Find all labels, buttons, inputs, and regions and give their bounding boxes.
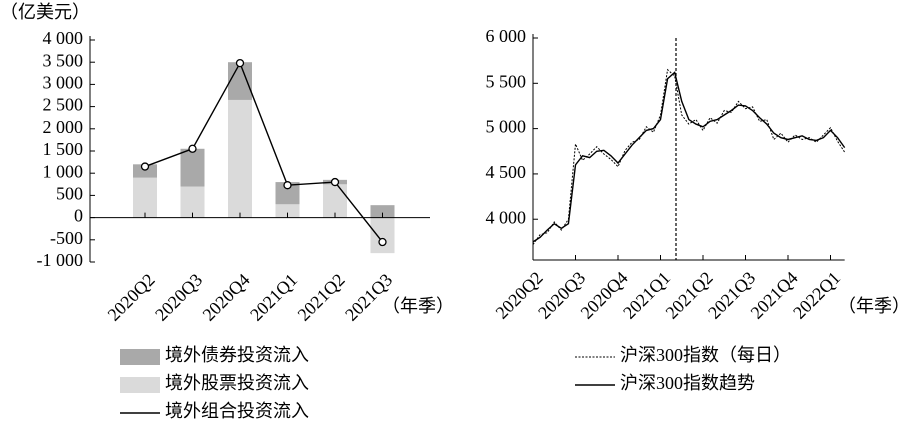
y-tick-label: 1 000: [43, 161, 84, 181]
y-tick-label: 500: [56, 184, 83, 204]
x-tick-label: 2021Q2: [662, 268, 717, 323]
bar-segment: [370, 205, 395, 218]
bar-segment: [133, 164, 157, 178]
y-tick-label: 5 500: [486, 71, 527, 91]
x-tick-label: 2021Q2: [294, 270, 349, 325]
line-point: [330, 177, 340, 187]
y-tick-label: 0: [74, 206, 83, 226]
x-tick-label: 2021Q1: [246, 270, 301, 325]
x-tick-label: 2020Q2: [492, 268, 547, 323]
x-tick-label: 2020Q2: [104, 270, 159, 325]
legend-swatch: [120, 377, 160, 393]
y-tick-label: 4 500: [486, 162, 527, 182]
legend-label: 境外债券投资流入: [165, 345, 309, 365]
bar-segment: [180, 186, 205, 218]
y-tick-label: 5 000: [486, 117, 527, 137]
y-tick-label: 4 000: [43, 28, 84, 48]
y-tick-label: 1 500: [43, 139, 84, 159]
legend-label: 沪深300指数（每日）: [620, 345, 791, 365]
line-point: [140, 162, 150, 171]
x-tick-label: 2020Q4: [199, 270, 254, 325]
line: [532, 68, 846, 245]
y-tick-label: 3 500: [43, 50, 84, 70]
y-tick-label: 4 000: [486, 207, 527, 227]
x-tick-label: 2020Q3: [534, 268, 589, 323]
bar-segment: [133, 177, 157, 218]
x-tick-label: 2021Q3: [704, 268, 759, 323]
bar-segment: [370, 217, 395, 254]
y-tick-label: -1 000: [37, 250, 84, 270]
y-tick-label: 2 500: [43, 95, 84, 115]
y-axis-label: （亿美元）: [0, 2, 90, 22]
line-point: [283, 181, 292, 190]
legend-label: 境外股票投资流入: [165, 373, 309, 393]
x-tick-label: 2022Q1: [789, 268, 844, 323]
line-point: [188, 144, 197, 153]
line: [532, 71, 846, 243]
bar-segment: [228, 62, 252, 100]
x-tick-label: 2021Q4: [747, 268, 802, 323]
bar-segment: [180, 148, 205, 187]
y-tick-label: 6 000: [486, 26, 527, 46]
bar-segment: [275, 182, 300, 205]
x-axis-label: （年季）: [838, 296, 910, 316]
x-axis-label: （年季）: [382, 296, 454, 316]
line-point: [378, 237, 387, 247]
x-tick-label: 2020Q4: [577, 268, 632, 323]
legend-swatch: [120, 349, 160, 365]
bar-segment: [323, 184, 347, 218]
line-point: [235, 58, 245, 68]
x-tick-label: 2020Q3: [151, 270, 206, 325]
y-tick-label: 3 000: [43, 73, 84, 93]
legend-label: 沪深300指数趋势: [620, 373, 755, 393]
bar-segment: [275, 204, 300, 218]
y-tick-label: 2 000: [43, 117, 84, 137]
bar-segment: [228, 99, 252, 218]
y-tick-label: -500: [50, 228, 83, 248]
line: [144, 61, 384, 243]
x-tick-label: 2021Q1: [619, 268, 674, 323]
legend-label: 境外组合投资流入: [165, 401, 309, 421]
